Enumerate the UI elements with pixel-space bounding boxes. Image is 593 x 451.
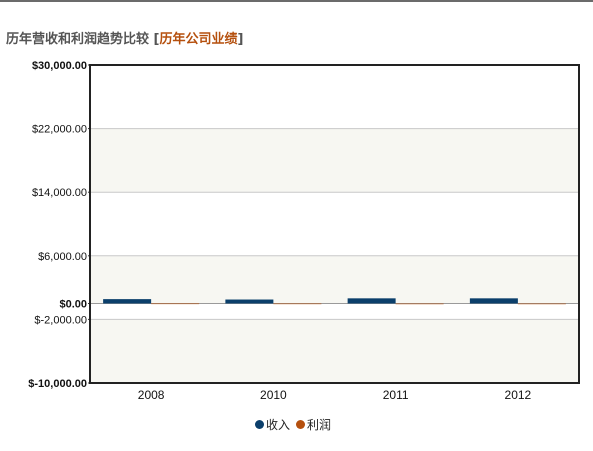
legend-profit-label: 利润 bbox=[307, 418, 332, 432]
chart-heading: 历年营收和利润趋势比较 [历年公司业绩] bbox=[6, 28, 243, 47]
grid-band bbox=[90, 255, 579, 304]
x-tick-label: 2012 bbox=[505, 388, 532, 402]
bracket-close: ] bbox=[237, 32, 244, 47]
legend-item-revenue[interactable]: 收入 bbox=[255, 416, 290, 433]
company-performance-link[interactable]: 历年公司业绩 bbox=[159, 32, 238, 47]
bar-profit-2010 bbox=[273, 303, 322, 305]
chart-area: $30,000.00 $22,000.00 $14,000.00 $6,000.00 $… bbox=[28, 60, 580, 402]
bar-profit-2008 bbox=[151, 303, 200, 305]
page-title: 历年营收和利润趋势比较 bbox=[6, 32, 150, 47]
y-tick-label: $22,000.00 bbox=[32, 124, 87, 136]
y-tick-label: $-2,000.00 bbox=[34, 314, 87, 326]
bar-revenue-2011 bbox=[347, 298, 396, 304]
y-tick-label: $6,000.00 bbox=[38, 251, 87, 263]
legend: 收入 利润 bbox=[255, 416, 333, 433]
top-border bbox=[0, 0, 593, 2]
bracket-open: [ bbox=[153, 32, 160, 47]
bar-revenue-2012 bbox=[469, 298, 518, 304]
bar-revenue-2008 bbox=[103, 299, 152, 304]
y-tick-label: $0.00 bbox=[59, 299, 87, 311]
y-tick-label: $30,000.00 bbox=[32, 60, 87, 72]
y-tick-label: $-10,000.00 bbox=[28, 378, 87, 390]
legend-revenue-marker bbox=[255, 420, 264, 429]
legend-profit-marker bbox=[296, 420, 306, 429]
grid-band bbox=[90, 319, 579, 383]
x-tick-label: 2010 bbox=[260, 388, 287, 402]
grid-band bbox=[90, 128, 579, 193]
legend-revenue-label: 收入 bbox=[266, 418, 291, 432]
y-tick-label: $14,000.00 bbox=[32, 187, 87, 199]
bar-profit-2012 bbox=[517, 303, 566, 305]
bar-revenue-2010 bbox=[225, 299, 274, 304]
bar-chart: $30,000.00 $22,000.00 $14,000.00 $6,000.00 $… bbox=[28, 60, 580, 402]
bar-profit-2011 bbox=[395, 303, 444, 305]
legend-item-profit[interactable]: 利润 bbox=[296, 416, 331, 433]
plot-frame bbox=[89, 64, 580, 384]
x-tick-label: 2011 bbox=[383, 388, 409, 402]
x-tick-label: 2008 bbox=[138, 388, 165, 402]
